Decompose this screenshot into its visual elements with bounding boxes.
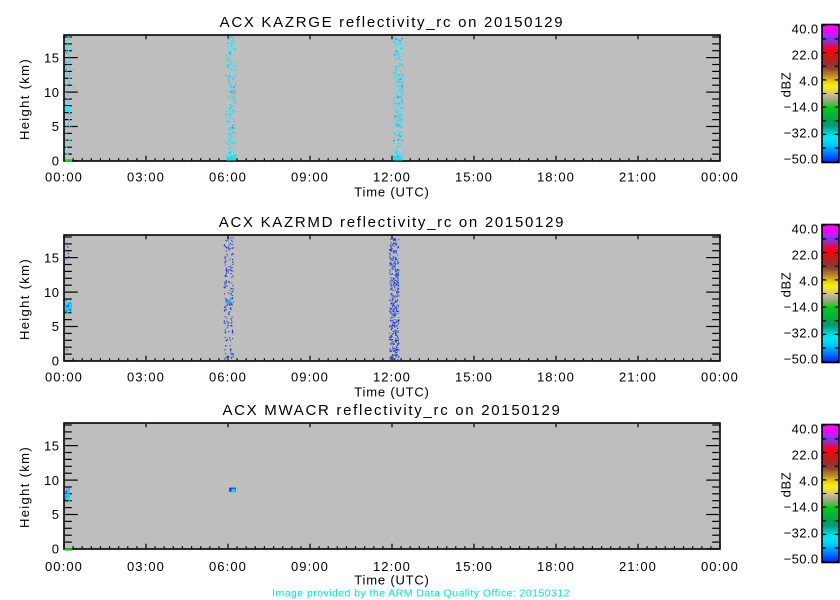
svg-text:40.0: 40.0 — [792, 221, 819, 236]
svg-text:12:00: 12:00 — [373, 369, 411, 384]
svg-text:03:00: 03:00 — [127, 559, 165, 574]
svg-text:09:00: 09:00 — [291, 559, 329, 574]
svg-text:−32.0: −32.0 — [784, 125, 819, 140]
svg-text:15: 15 — [44, 438, 59, 453]
svg-text:10: 10 — [44, 473, 59, 488]
svg-text:12:00: 12:00 — [373, 559, 411, 574]
svg-text:15:00: 15:00 — [455, 369, 493, 384]
svg-text:18:00: 18:00 — [537, 559, 575, 574]
svg-text:Height (km): Height (km) — [17, 446, 32, 528]
svg-text:06:00: 06:00 — [209, 369, 247, 384]
svg-text:10: 10 — [44, 85, 59, 100]
svg-text:dBZ: dBZ — [779, 472, 794, 498]
svg-text:Time (UTC): Time (UTC) — [354, 185, 429, 200]
svg-text:−14.0: −14.0 — [784, 299, 819, 314]
svg-text:06:00: 06:00 — [209, 559, 247, 574]
svg-text:−50.0: −50.0 — [784, 351, 819, 366]
svg-text:09:00: 09:00 — [291, 169, 329, 184]
svg-text:−32.0: −32.0 — [784, 525, 819, 540]
svg-text:21:00: 21:00 — [619, 169, 657, 184]
svg-text:4.0: 4.0 — [799, 73, 818, 88]
svg-text:−32.0: −32.0 — [784, 325, 819, 340]
svg-text:12:00: 12:00 — [373, 169, 411, 184]
svg-text:06:00: 06:00 — [209, 169, 247, 184]
svg-text:00:00: 00:00 — [45, 369, 83, 384]
svg-text:03:00: 03:00 — [127, 169, 165, 184]
svg-text:15: 15 — [44, 250, 59, 265]
svg-text:Height (km): Height (km) — [17, 258, 32, 340]
svg-text:0: 0 — [52, 542, 60, 557]
svg-text:15:00: 15:00 — [455, 559, 493, 574]
svg-text:Time (UTC): Time (UTC) — [354, 573, 429, 588]
svg-text:00:00: 00:00 — [701, 169, 739, 184]
svg-text:Height (km): Height (km) — [17, 58, 32, 140]
svg-text:03:00: 03:00 — [127, 369, 165, 384]
svg-text:22.0: 22.0 — [792, 47, 819, 62]
svg-text:dBZ: dBZ — [779, 72, 794, 98]
svg-text:40.0: 40.0 — [792, 21, 819, 36]
svg-text:09:00: 09:00 — [291, 369, 329, 384]
svg-text:Time (UTC): Time (UTC) — [354, 385, 429, 400]
svg-text:18:00: 18:00 — [537, 369, 575, 384]
svg-text:5: 5 — [52, 119, 60, 134]
svg-text:ACX KAZRGE reflectivity_rc on: ACX KAZRGE reflectivity_rc on 20150129 — [220, 14, 565, 31]
svg-text:00:00: 00:00 — [45, 169, 83, 184]
svg-text:4.0: 4.0 — [799, 473, 818, 488]
svg-text:18:00: 18:00 — [537, 169, 575, 184]
svg-text:21:00: 21:00 — [619, 559, 657, 574]
svg-text:22.0: 22.0 — [792, 447, 819, 462]
svg-text:4.0: 4.0 — [799, 273, 818, 288]
svg-text:40.0: 40.0 — [792, 421, 819, 436]
svg-text:00:00: 00:00 — [45, 559, 83, 574]
svg-text:15:00: 15:00 — [455, 169, 493, 184]
svg-text:0: 0 — [52, 154, 60, 169]
svg-text:21:00: 21:00 — [619, 369, 657, 384]
svg-text:−14.0: −14.0 — [784, 99, 819, 114]
svg-text:ACX MWACR reflectivity_rc on 2: ACX MWACR reflectivity_rc on 20150129 — [222, 402, 561, 419]
svg-text:ACX KAZRMD reflectivity_rc on: ACX KAZRMD reflectivity_rc on 20150129 — [219, 214, 565, 231]
svg-text:00:00: 00:00 — [701, 369, 739, 384]
svg-text:5: 5 — [52, 507, 60, 522]
svg-text:−50.0: −50.0 — [784, 151, 819, 166]
svg-text:00:00: 00:00 — [701, 559, 739, 574]
svg-text:10: 10 — [44, 285, 59, 300]
svg-text:5: 5 — [52, 319, 60, 334]
svg-text:0: 0 — [52, 354, 60, 369]
svg-text:−50.0: −50.0 — [784, 551, 819, 566]
svg-text:−14.0: −14.0 — [784, 499, 819, 514]
svg-text:Image provided by the ARM Data: Image provided by the ARM Data Quality O… — [272, 587, 570, 599]
svg-text:22.0: 22.0 — [792, 247, 819, 262]
svg-text:dBZ: dBZ — [779, 272, 794, 298]
svg-text:15: 15 — [44, 50, 59, 65]
